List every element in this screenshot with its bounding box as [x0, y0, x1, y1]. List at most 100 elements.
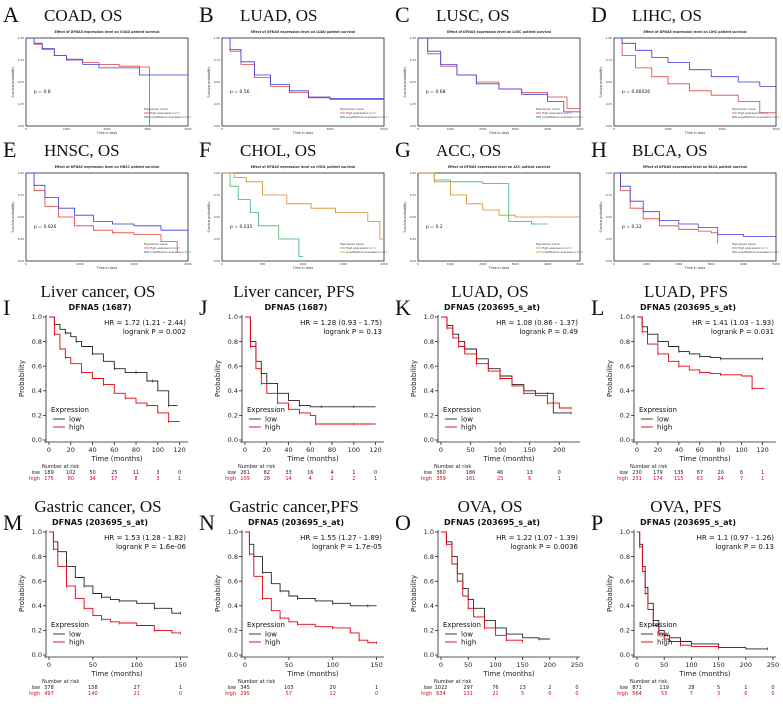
y-axis-label: Survival probability: [207, 201, 211, 232]
legend-high: High expression (n=): [542, 111, 572, 115]
y-tick-label: 0.25: [606, 237, 612, 241]
legend-low: Low/Medium expression (n=): [150, 115, 191, 119]
y-tick-label: 0.00: [214, 259, 220, 263]
hazard-ratio: HR = 1.55 (1.27 - 1.89): [300, 534, 382, 542]
y-tick-label: 0.6: [620, 362, 630, 370]
y-axis-label: Survival probability: [207, 66, 211, 97]
y-tick-label: 0.6: [32, 577, 42, 585]
y-tick-label: 0.00: [410, 124, 416, 128]
survival-line-low: [49, 316, 178, 407]
x-tick-label: 150: [712, 661, 724, 669]
risk-count-high: 359: [436, 476, 446, 482]
y-tick-label: 0.50: [606, 80, 612, 84]
gene-label: DFNA5 (1687): [69, 303, 132, 312]
x-tick-label: 0: [417, 127, 419, 131]
survival-line-high: [49, 531, 181, 634]
legend-high: high: [657, 639, 672, 647]
survival-line-high: [49, 316, 180, 423]
panel-letter: K: [395, 295, 411, 320]
legend-low: low: [265, 416, 277, 424]
risk-count-high: 634: [436, 691, 446, 697]
y-tick-label: 1.0: [620, 313, 630, 321]
x-axis-label: Time in days: [488, 266, 510, 270]
x-tick-label: 50: [285, 661, 293, 669]
p-value: p = 0.026: [34, 224, 57, 230]
risk-count-high: 14: [285, 476, 291, 482]
x-tick-label: 1000: [447, 262, 454, 266]
panel-subtitle: Effect of DFNA5 expression level on LUAD…: [251, 30, 355, 34]
p-value: p = 0.035: [230, 224, 253, 230]
x-tick-label: 4000: [130, 262, 137, 266]
panel-subtitle: Effect of DFNA5 expression level on LUSC…: [447, 30, 551, 34]
legend-title: Expression: [51, 406, 89, 414]
y-tick-label: 0.8: [620, 338, 630, 346]
y-axis-label: Probability: [18, 360, 26, 397]
survival-line-high: [614, 172, 719, 244]
risk-count-high: 8: [134, 476, 137, 482]
x-tick-label: 0: [221, 262, 223, 266]
y-tick-label: 0.25: [18, 237, 24, 241]
logrank-p: logrank P = 0.13: [323, 328, 382, 336]
y-tick-label: 0.50: [214, 215, 220, 219]
plot-frame: [417, 37, 581, 127]
x-tick-label: 100: [327, 661, 339, 669]
risk-table-title: Number at risk: [630, 464, 667, 470]
risk-row-label-low: low: [227, 685, 236, 691]
x-tick-label: 50: [660, 661, 668, 669]
risk-count-low: 189: [44, 470, 54, 476]
panel-subtitle: Effect of DFNA5 expression level on ACC …: [448, 165, 550, 169]
y-tick-label: 1.00: [18, 36, 24, 40]
y-tick-label: 0.8: [32, 338, 42, 346]
panel-L: L LUAD, PFS DFNA5 (203695_s_at) 0.0 0.2 0.4 0.…: [591, 282, 776, 482]
x-tick-label: 80: [717, 446, 725, 454]
risk-row-label-high: high: [225, 476, 236, 482]
y-tick-label: 0.0: [620, 436, 630, 444]
risk-count-low: 0: [771, 685, 774, 691]
y-tick-label: 1.0: [424, 313, 434, 321]
y-tick-label: 0.75: [410, 193, 416, 197]
y-tick-label: 0.0: [32, 651, 42, 659]
panel-A: A COAD, OS Effect of DFNA5 expression leve…: [3, 2, 192, 135]
x-tick-label: 100: [131, 661, 143, 669]
panel-B: B LUAD, OS Effect of DFNA5 expression leve…: [199, 2, 388, 135]
x-tick-label: 3000: [512, 127, 519, 131]
p-value: p = 0.8: [34, 89, 51, 95]
panel-N: N Gastric cancer,PFS DFNA5 (203695_s_at) 0.…: [199, 497, 384, 697]
y-tick-label: 1.00: [410, 171, 416, 175]
risk-count-high: 497: [44, 691, 54, 697]
panel-P: P OVA, PFS DFNA5 (203695_s_at) 0.0 0.2 0.4 0.6…: [591, 497, 779, 697]
y-tick-label: 0.8: [228, 338, 238, 346]
survival-line-high: [441, 316, 572, 409]
risk-count-high: 2: [352, 476, 355, 482]
panel-letter: O: [395, 510, 411, 535]
risk-count-low: 3: [156, 470, 159, 476]
survival-line-high: [418, 37, 580, 109]
panel-letter: G: [395, 137, 411, 162]
plot-frame: [25, 37, 189, 127]
panel-letter: P: [591, 510, 603, 535]
legend-low: low: [461, 631, 473, 639]
y-axis-label: Survival probability: [599, 201, 603, 232]
risk-count-low: 102: [66, 470, 76, 476]
risk-count-high: 21: [492, 691, 498, 697]
y-axis-label: Probability: [410, 360, 418, 397]
x-tick-label: 2000: [76, 262, 83, 266]
survival-line-low: [418, 172, 580, 218]
panel-subtitle: Effect of DFNA5 expression level on LIHC…: [643, 30, 746, 34]
x-tick-label: 2000: [479, 262, 486, 266]
survival-line-high: [26, 37, 150, 126]
panel-title: LUAD, OS: [240, 6, 317, 25]
survival-line-high: [614, 37, 776, 114]
plot-frame: [25, 172, 189, 262]
legend-low: Low/Medium expression (n=): [542, 115, 583, 119]
x-tick-label: 4000: [326, 127, 333, 131]
panel-title: LUAD, OS: [451, 282, 528, 301]
survival-line-high: [245, 316, 376, 425]
x-tick-label: 2000: [675, 262, 682, 266]
x-tick-label: 40: [675, 446, 683, 454]
x-tick-label: 200: [553, 446, 565, 454]
panel-title: COAD, OS: [44, 6, 122, 25]
risk-table-title: Number at risk: [238, 464, 275, 470]
risk-count-low: 20: [718, 470, 724, 476]
x-tick-label: 0: [613, 127, 615, 131]
